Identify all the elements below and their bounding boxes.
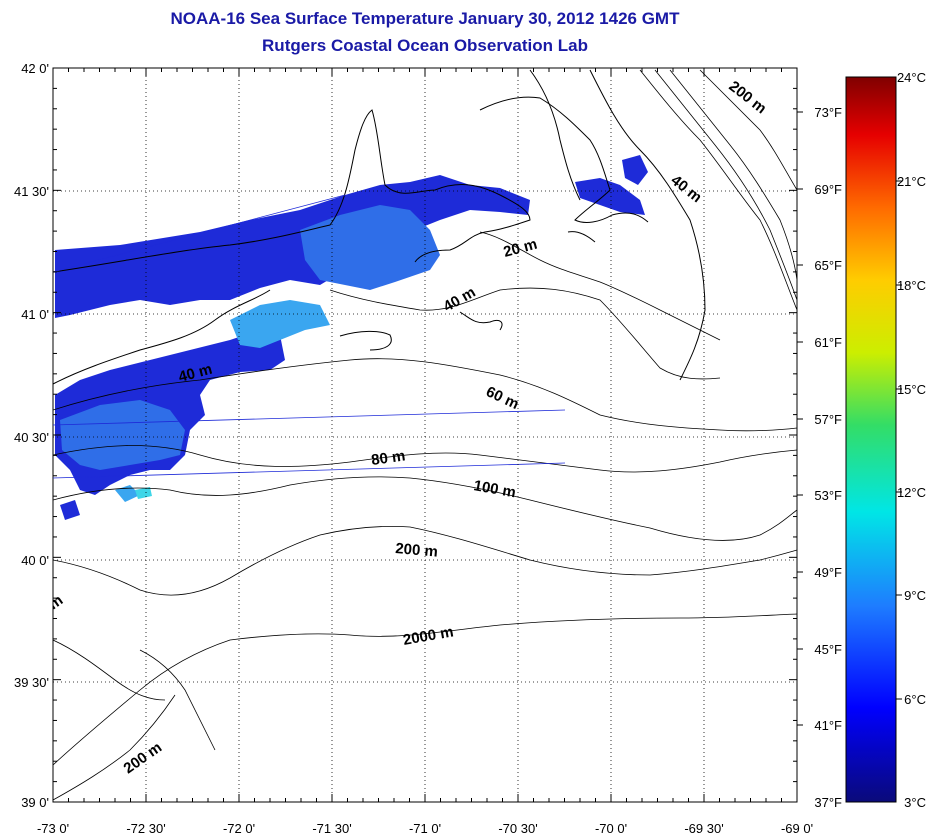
fahrenheit-labels: 73°F 69°F 65°F 61°F 57°F 53°F 49°F 45°F … xyxy=(814,105,842,810)
sst-patch-cape-cod xyxy=(575,178,645,215)
celsius-label: 9°C xyxy=(904,588,926,603)
celsius-label: 3°C xyxy=(904,795,926,810)
sst-patch-south-1 xyxy=(115,485,140,502)
sst-patches-mid xyxy=(60,205,440,470)
lon-axis-labels: -73 0' -72 30' -72 0' -71 30' -71 0' -70… xyxy=(37,821,813,836)
lat-label: 40 30' xyxy=(14,430,49,445)
depth-contours xyxy=(53,69,797,801)
celsius-label: 6°C xyxy=(904,692,926,707)
fahrenheit-label: 61°F xyxy=(814,335,842,350)
lon-label: -71 30' xyxy=(312,821,351,836)
lat-axis-labels: 42 0' 41 30' 41 0' 40 30' 40 0' 39 30' 3… xyxy=(14,61,49,810)
celsius-label: 18°C xyxy=(897,278,926,293)
lon-label: -70 30' xyxy=(498,821,537,836)
fahrenheit-label: 65°F xyxy=(814,258,842,273)
sst-patches-light xyxy=(115,300,330,502)
lat-label: 39 30' xyxy=(14,675,49,690)
graticule xyxy=(53,68,797,802)
celsius-label: 21°C xyxy=(897,174,926,189)
sst-patch-long-island-sound xyxy=(55,175,530,318)
lon-label: -73 0' xyxy=(37,821,69,836)
sst-patch-shelf-south xyxy=(60,500,80,520)
celsius-labels: 24°C 21°C 18°C 15°C 12°C 9°C 6°C 3°C xyxy=(897,70,926,810)
lat-label: 39 0' xyxy=(21,795,49,810)
coastline xyxy=(53,69,706,385)
lat-label: 40 0' xyxy=(21,553,49,568)
chart-subtitle: Rutgers Coastal Ocean Observation Lab xyxy=(262,36,588,55)
celsius-label: 24°C xyxy=(897,70,926,85)
sst-patch-block-island xyxy=(230,300,330,348)
lon-label: -70 0' xyxy=(595,821,627,836)
lat-label: 42 0' xyxy=(21,61,49,76)
fahrenheit-ticks xyxy=(797,111,803,726)
lon-label: -72 30' xyxy=(126,821,165,836)
colorbar xyxy=(845,76,897,803)
lat-label: 41 30' xyxy=(14,184,49,199)
lon-label: -72 0' xyxy=(223,821,255,836)
scan-lines xyxy=(53,194,566,479)
sst-patch-shelf-mid xyxy=(60,400,185,470)
fahrenheit-label: 41°F xyxy=(814,718,842,733)
celsius-label: 12°C xyxy=(897,485,926,500)
fahrenheit-label: 69°F xyxy=(814,182,842,197)
sst-patch-cyan xyxy=(135,487,152,499)
sst-patch-nantucket-east xyxy=(622,155,648,185)
depth-label: 80 m xyxy=(370,447,406,469)
depth-label: 200 m xyxy=(395,540,439,561)
lat-label: 41 0' xyxy=(21,307,49,322)
celsius-ticks xyxy=(896,180,902,700)
fahrenheit-label: 57°F xyxy=(814,412,842,427)
lon-label: -71 0' xyxy=(409,821,441,836)
lon-label: -69 30' xyxy=(684,821,723,836)
fahrenheit-label: 37°F xyxy=(814,795,842,810)
fahrenheit-label: 49°F xyxy=(814,565,842,580)
fahrenheit-label: 45°F xyxy=(814,642,842,657)
fahrenheit-label: 73°F xyxy=(814,105,842,120)
sst-patch-buzzards xyxy=(300,205,440,290)
celsius-label: 15°C xyxy=(897,382,926,397)
lon-label: -69 0' xyxy=(781,821,813,836)
fahrenheit-label: 53°F xyxy=(814,488,842,503)
chart-title: NOAA-16 Sea Surface Temperature January … xyxy=(170,9,680,28)
axis-ticks xyxy=(52,67,798,803)
